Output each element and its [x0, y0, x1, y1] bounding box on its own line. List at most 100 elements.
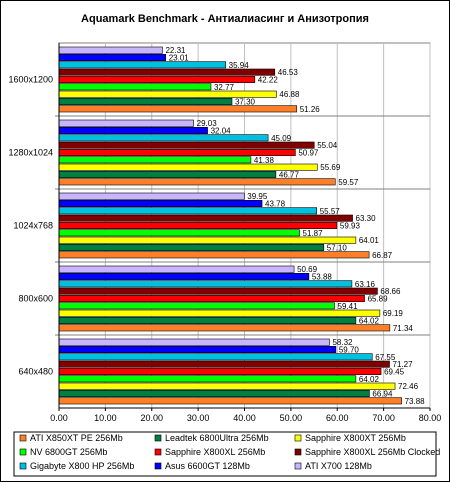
data-label: 57.10	[327, 244, 348, 253]
legend-swatch	[19, 462, 27, 470]
bar	[58, 178, 336, 186]
data-label: 53.88	[312, 273, 333, 282]
data-label: 59.70	[339, 346, 360, 355]
legend-swatch	[294, 448, 302, 456]
data-label: 63.30	[356, 214, 377, 223]
bar	[58, 149, 296, 156]
legend-label: Leadtek 6800Ultra 256Mb	[165, 433, 269, 443]
bar	[58, 346, 337, 353]
bar	[58, 265, 295, 273]
data-label: 55.04	[317, 141, 338, 150]
data-label: 41.38	[254, 156, 275, 165]
bar	[58, 156, 252, 164]
bar	[58, 280, 353, 288]
bar	[58, 382, 396, 390]
data-label: 64.02	[359, 375, 380, 384]
x-tick-label: 40.00	[233, 413, 256, 423]
data-label: 51.87	[303, 229, 324, 238]
legend-swatch	[154, 462, 162, 470]
bar	[58, 368, 382, 375]
legend-swatch	[294, 462, 302, 470]
bar	[58, 324, 391, 332]
legend-label: Sapphire X800XL 256Mb Clocked	[305, 447, 440, 457]
data-label: 59.93	[340, 222, 361, 231]
bar	[58, 397, 402, 405]
data-label: 55.69	[320, 163, 341, 172]
category-label: 800x600	[18, 294, 53, 304]
legend-label: Sapphire X800XL 256Mb	[165, 447, 265, 457]
bar	[58, 390, 370, 397]
x-tick-label: 70.00	[372, 413, 395, 423]
bar	[58, 222, 338, 229]
bar	[58, 83, 212, 91]
x-tick-label: 30.00	[187, 413, 210, 423]
bar	[58, 61, 226, 69]
data-label: 39.95	[247, 192, 268, 201]
x-tick-label: 50.00	[280, 413, 303, 423]
bar	[58, 229, 300, 237]
legend-swatch	[19, 448, 27, 456]
bar	[58, 214, 353, 222]
legend-label: Asus 6600GT 128Mb	[165, 461, 250, 471]
category-label: 1600x1200	[8, 75, 53, 85]
bar	[58, 119, 194, 127]
bar	[58, 287, 378, 295]
bar	[58, 98, 233, 105]
data-label: 59.57	[338, 178, 359, 187]
legend-label: ATI X700 128Mb	[305, 461, 372, 471]
data-label: 66.87	[372, 251, 393, 260]
data-label: 64.02	[359, 317, 380, 326]
data-label: 69.19	[383, 309, 404, 318]
bar	[58, 360, 390, 368]
x-tick-label: 20.00	[140, 413, 163, 423]
category-label: 1280x1024	[8, 148, 53, 158]
legend-swatch	[19, 434, 27, 442]
data-label: 42.22	[258, 76, 279, 85]
data-label: 73.88	[405, 397, 426, 406]
x-tick-label: 0.00	[50, 413, 68, 423]
bar	[58, 171, 277, 178]
bar	[58, 90, 277, 98]
legend-label: ATI X850XT PE 256Mb	[30, 433, 123, 443]
bar	[58, 163, 318, 171]
bar	[58, 127, 208, 134]
category-label: 1024x768	[13, 221, 53, 231]
chart-title: Aquamark Benchmark - Антиалиасинг и Аниз…	[81, 13, 369, 25]
legend-label: Gigabyte X800 HP 256Mb	[30, 461, 134, 471]
data-label: 22.31	[165, 46, 186, 55]
data-label: 50.97	[298, 149, 319, 158]
bar	[58, 295, 365, 302]
x-tick-label: 60.00	[326, 413, 349, 423]
bar	[58, 192, 245, 200]
bar	[58, 338, 330, 346]
data-label: 43.78	[265, 200, 286, 209]
data-label: 46.53	[278, 68, 299, 77]
legend-label: Sapphire X800XT 256Mb	[305, 433, 406, 443]
legend-swatch	[294, 434, 302, 442]
legend: ATI X850XT PE 256Mb Leadtek 6800Ultra 256…	[13, 431, 440, 477]
bar	[58, 46, 163, 54]
data-label: 72.46	[398, 382, 419, 391]
data-label: 35.94	[229, 61, 250, 70]
legend-swatch	[154, 434, 162, 442]
bar	[58, 251, 370, 259]
data-label: 23.01	[169, 54, 190, 63]
bar	[58, 244, 325, 251]
bar	[58, 134, 269, 142]
data-label: 59.41	[338, 302, 359, 311]
data-label: 71.34	[393, 324, 414, 333]
data-label: 65.89	[368, 295, 389, 304]
data-label: 63.16	[355, 280, 376, 289]
data-label: 67.55	[375, 353, 396, 362]
bar	[58, 76, 256, 83]
data-label: 71.27	[393, 360, 414, 369]
bar	[58, 273, 310, 280]
bar	[58, 207, 318, 215]
data-label: 64.01	[359, 236, 380, 245]
data-label: 55.57	[320, 207, 341, 216]
data-label: 69.45	[384, 368, 405, 377]
bar	[58, 200, 263, 207]
data-label: 32.77	[214, 83, 235, 92]
bar	[58, 302, 335, 310]
data-label: 58.32	[332, 338, 353, 347]
